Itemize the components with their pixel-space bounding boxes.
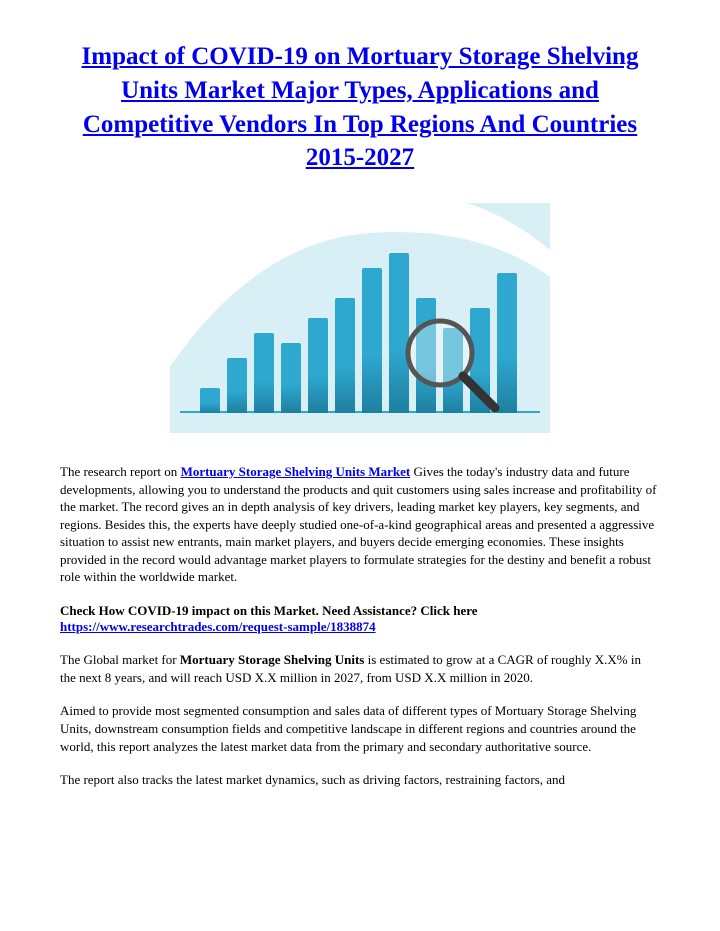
sample-request-link[interactable]: https://www.researchtrades.com/request-s… — [60, 619, 376, 634]
chart-bar — [362, 268, 382, 413]
covid-heading: Check How COVID-19 impact on this Market… — [60, 602, 660, 620]
chart-bar — [281, 343, 301, 413]
chart-bar — [227, 358, 247, 413]
page-title: Impact of COVID-19 on Mortuary Storage S… — [60, 40, 660, 175]
intro-prefix: The research report on — [60, 464, 181, 479]
aimed-paragraph: Aimed to provide most segmented consumpt… — [60, 702, 660, 755]
page-title-link[interactable]: Impact of COVID-19 on Mortuary Storage S… — [82, 43, 639, 171]
intro-rest: Gives the today's industry data and futu… — [60, 464, 656, 584]
hero-chart-container — [60, 203, 660, 433]
intro-paragraph: The research report on Mortuary Storage … — [60, 463, 660, 586]
magnifier-icon — [400, 313, 510, 423]
chart-bar — [335, 298, 355, 413]
market-link[interactable]: Mortuary Storage Shelving Units Market — [181, 464, 411, 479]
chart-bar — [308, 318, 328, 413]
global-bold: Mortuary Storage Shelving Units — [180, 652, 365, 667]
global-market-paragraph: The Global market for Mortuary Storage S… — [60, 651, 660, 686]
tracks-paragraph: The report also tracks the latest market… — [60, 771, 660, 789]
global-prefix: The Global market for — [60, 652, 180, 667]
chart-bar — [200, 388, 220, 413]
hero-chart — [170, 203, 550, 433]
covid-link-line: https://www.researchtrades.com/request-s… — [60, 619, 660, 635]
chart-bar — [254, 333, 274, 413]
